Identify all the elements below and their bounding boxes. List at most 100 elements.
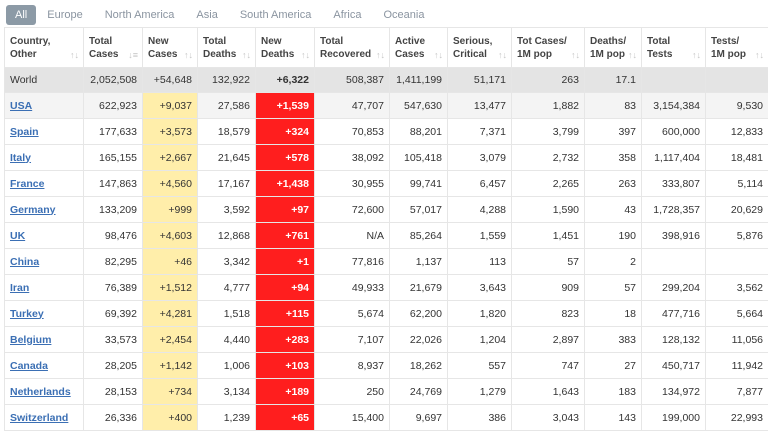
header-total-deaths[interactable]: Total Deaths ↑↓ (197, 27, 256, 68)
table-row: Germany 133,209 +999 3,592 +97 72,600 57,017 4,… (4, 196, 768, 223)
cell-total-recovered: 15,400 (314, 404, 390, 431)
tab-oceania[interactable]: Oceania (383, 9, 425, 21)
header-deaths-per-1m[interactable]: Deaths/1M pop ↑↓ (584, 27, 642, 68)
sort-arrows-icon[interactable]: ↑↓ (571, 50, 580, 60)
header-active-cases[interactable]: Active Cases ↑↓ (389, 27, 448, 68)
header-tot-cases-per-1m[interactable]: Tot Cases/1M pop ↑↓ (511, 27, 585, 68)
country-link[interactable]: USA (10, 99, 33, 112)
header-label-line2: Other (10, 48, 37, 60)
header-label-line2: Cases (148, 48, 178, 60)
sort-arrows-icon[interactable]: ↑↓ (301, 50, 310, 60)
cell-tot-cases-per-1m: 1,882 (511, 92, 585, 119)
sort-arrows-icon[interactable]: ↑↓ (755, 50, 764, 60)
header-new-cases[interactable]: New Cases ↑↓ (142, 27, 198, 68)
cell-total-cases: 165,155 (83, 144, 143, 171)
cell-tests-per-1m: 22,993 (705, 404, 768, 431)
country-link[interactable]: Italy (10, 151, 32, 164)
cell-total-tests: 1,728,357 (641, 196, 706, 223)
country-link[interactable]: Turkey (10, 307, 44, 320)
cell-new-deaths: +1,438 (255, 170, 315, 197)
country-link[interactable]: Canada (10, 359, 48, 372)
cell-active-cases: 99,741 (389, 170, 448, 197)
cell-tot-cases-per-1m: 747 (511, 352, 585, 379)
header-label-line2: Cases (395, 48, 425, 60)
cell-total-recovered: 49,933 (314, 274, 390, 301)
tab-north-america[interactable]: North America (104, 9, 175, 21)
header-label-line1: New (261, 35, 282, 47)
sort-arrows-icon[interactable]: ↑↓ (498, 50, 507, 60)
sort-arrows-icon[interactable]: ↓≡ (128, 50, 138, 60)
cell-new-deaths: +1,539 (255, 92, 315, 119)
cell-country: World (4, 67, 84, 93)
cell-total-recovered: 508,387 (314, 67, 390, 93)
cell-deaths-per-1m: 263 (584, 170, 642, 197)
tab-south-america[interactable]: South America (239, 9, 312, 21)
country-link[interactable]: Netherlands (10, 385, 71, 398)
header-tests-per-1m[interactable]: Tests/1M pop ↑↓ (705, 27, 768, 68)
cell-deaths-per-1m: 2 (584, 248, 642, 275)
header-label-line1: Total (203, 35, 227, 47)
cell-tot-cases-per-1m: 909 (511, 274, 585, 301)
world-row: World 2,052,508 +54,648 132,922 +6,322 508,38… (4, 67, 768, 93)
sort-arrows-icon[interactable]: ↑↓ (376, 50, 385, 60)
cell-country: Canada (4, 352, 84, 379)
country-link[interactable]: Iran (10, 281, 30, 294)
tab-europe[interactable]: Europe (47, 9, 83, 21)
cell-total-recovered: 47,707 (314, 92, 390, 119)
table-row: UK 98,476 +4,603 12,868 +761 N/A 85,264 1,559 1,… (4, 222, 768, 249)
cell-serious-critical: 7,371 (447, 118, 512, 145)
header-country[interactable]: Country, Other ↑↓ (4, 27, 84, 68)
cell-tot-cases-per-1m: 2,265 (511, 170, 585, 197)
tab-all[interactable]: All (6, 5, 37, 25)
country-link[interactable]: France (10, 177, 45, 190)
country-link[interactable]: Germany (10, 203, 56, 216)
tab-asia[interactable]: Asia (196, 9, 218, 21)
header-label-line2: 1M pop (590, 48, 625, 60)
cell-new-cases: +734 (142, 378, 198, 405)
cell-active-cases: 22,026 (389, 326, 448, 353)
country-link[interactable]: Belgium (10, 333, 52, 346)
sort-arrows-icon[interactable]: ↑↓ (628, 50, 637, 60)
country-link[interactable]: Switzerland (10, 411, 69, 424)
header-label-line1: Country, (10, 35, 51, 47)
table-row: China 82,295 +46 3,342 +1 77,816 1,137 113 57 2 (4, 248, 768, 275)
cell-tot-cases-per-1m: 1,643 (511, 378, 585, 405)
country-link[interactable]: Spain (10, 125, 39, 138)
header-new-deaths[interactable]: New Deaths ↑↓ (255, 27, 315, 68)
cell-total-tests (641, 248, 706, 275)
cell-serious-critical: 6,457 (447, 170, 512, 197)
cell-total-recovered: 7,107 (314, 326, 390, 353)
table-row: Belgium 33,573 +2,454 4,440 +283 7,107 22,026 1… (4, 326, 768, 353)
cell-total-cases: 2,052,508 (83, 67, 143, 93)
cell-total-tests: 1,117,404 (641, 144, 706, 171)
sort-arrows-icon[interactable]: ↑↓ (434, 50, 443, 60)
country-link[interactable]: China (10, 255, 40, 268)
cell-deaths-per-1m: 358 (584, 144, 642, 171)
header-total-tests[interactable]: Total Tests ↑↓ (641, 27, 706, 68)
cell-active-cases: 1,137 (389, 248, 448, 275)
header-total-cases[interactable]: Total Cases ↓≡ (83, 27, 143, 68)
cell-active-cases: 24,769 (389, 378, 448, 405)
cell-total-deaths: 3,134 (197, 378, 256, 405)
cell-total-tests: 477,716 (641, 300, 706, 327)
header-label-line1: Active (395, 35, 426, 47)
cell-active-cases: 85,264 (389, 222, 448, 249)
sort-arrows-icon[interactable]: ↑↓ (184, 50, 193, 60)
sort-arrows-icon[interactable]: ↑↓ (692, 50, 701, 60)
header-total-recovered[interactable]: Total Recovered ↑↓ (314, 27, 390, 68)
cell-serious-critical: 1,279 (447, 378, 512, 405)
cell-serious-critical: 386 (447, 404, 512, 431)
sort-arrows-icon[interactable]: ↑↓ (70, 50, 79, 60)
cell-tests-per-1m (705, 67, 768, 93)
cell-tot-cases-per-1m: 3,799 (511, 118, 585, 145)
cell-tot-cases-per-1m: 263 (511, 67, 585, 93)
sort-arrows-icon[interactable]: ↑↓ (242, 50, 251, 60)
header-serious-critical[interactable]: Serious, Critical ↑↓ (447, 27, 512, 68)
tab-africa[interactable]: Africa (333, 9, 362, 21)
cell-deaths-per-1m: 83 (584, 92, 642, 119)
cell-serious-critical: 1,559 (447, 222, 512, 249)
header-label-line2: Critical (453, 48, 487, 60)
cell-tests-per-1m: 11,942 (705, 352, 768, 379)
country-link[interactable]: UK (10, 229, 26, 242)
cell-total-cases: 28,153 (83, 378, 143, 405)
